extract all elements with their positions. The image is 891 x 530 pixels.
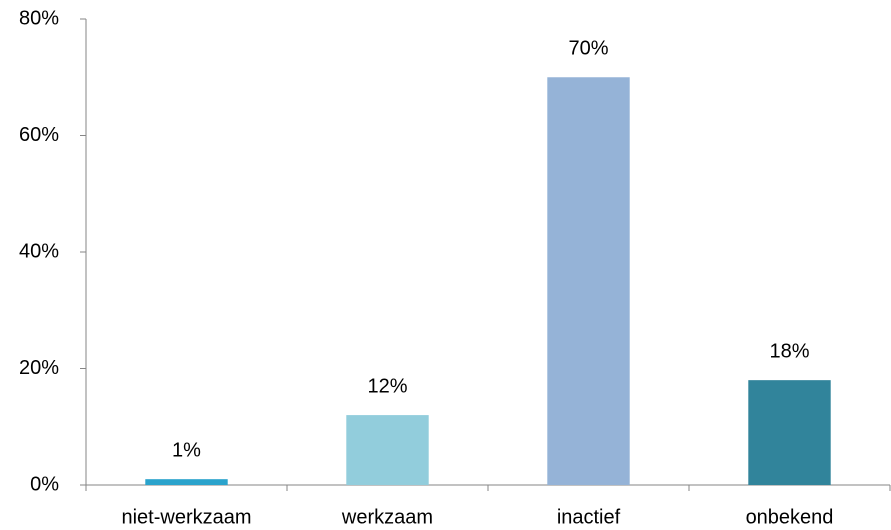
bar	[547, 77, 630, 485]
y-tick-label: 20%	[19, 357, 59, 379]
y-tick-label: 0%	[30, 473, 59, 495]
x-tick-label: werkzaam	[341, 506, 433, 528]
x-tick-label: inactief	[557, 506, 621, 528]
data-label: 1%	[172, 439, 201, 461]
bar	[145, 479, 228, 485]
data-label: 18%	[769, 340, 809, 362]
data-label: 70%	[568, 38, 608, 60]
x-tick-label: niet-werkzaam	[121, 506, 251, 528]
y-tick-label: 80%	[19, 7, 59, 29]
y-tick-label: 40%	[19, 240, 59, 262]
x-tick-label: onbekend	[746, 506, 834, 528]
y-tick-label: 60%	[19, 124, 59, 146]
bar	[748, 380, 831, 485]
data-label: 12%	[367, 375, 407, 397]
bar	[346, 415, 429, 485]
